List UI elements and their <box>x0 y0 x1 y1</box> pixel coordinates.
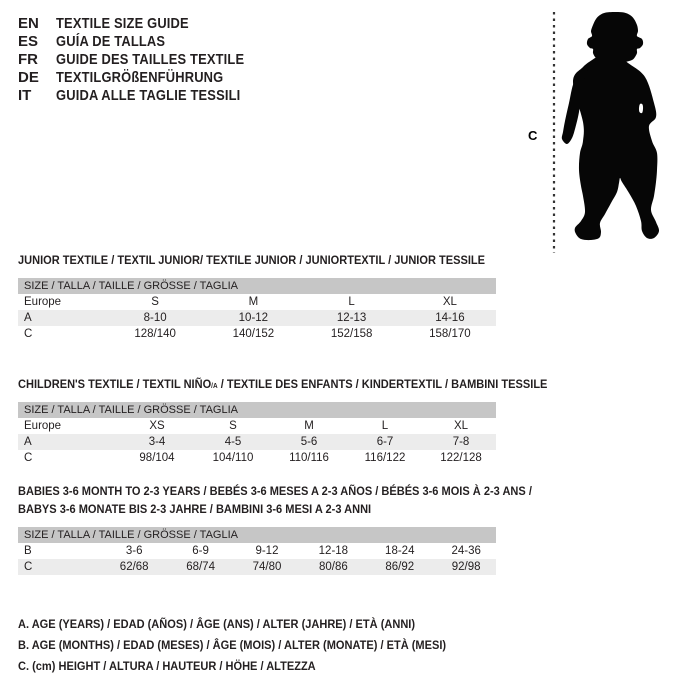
svg-text:C: C <box>528 128 538 143</box>
